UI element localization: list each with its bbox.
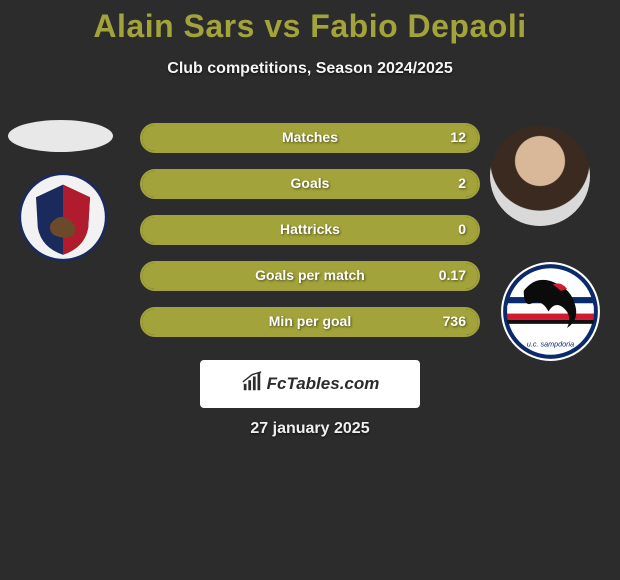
comparison-card: Alain Sars vs Fabio Depaoli Club competi… — [0, 0, 620, 580]
player-left-avatar — [8, 120, 113, 152]
badge-icon: u.c. sampdoria — [499, 260, 602, 363]
shield-icon — [18, 172, 108, 262]
page-title: Alain Sars vs Fabio Depaoli — [0, 8, 620, 45]
stat-value: 12 — [450, 129, 466, 145]
stat-label: Goals per match — [255, 267, 365, 283]
stat-label: Hattricks — [280, 221, 340, 237]
stat-value: 2 — [458, 175, 466, 191]
svg-text:u.c. sampdoria: u.c. sampdoria — [527, 340, 574, 349]
stat-row: Goals per match 0.17 — [140, 261, 480, 291]
stat-label: Matches — [282, 129, 338, 145]
stat-row: Matches 12 — [140, 123, 480, 153]
club-badge-right: u.c. sampdoria — [499, 260, 602, 363]
stat-value: 0 — [458, 221, 466, 237]
source-logo: FcTables.com — [200, 360, 420, 408]
stat-value: 736 — [443, 313, 466, 329]
club-badge-left — [18, 172, 108, 262]
stat-row: Goals 2 — [140, 169, 480, 199]
stat-row: Min per goal 736 — [140, 307, 480, 337]
player-right-avatar — [490, 126, 590, 226]
page-subtitle: Club competitions, Season 2024/2025 — [0, 60, 620, 78]
logo-text: FcTables.com — [267, 374, 380, 394]
date-label: 27 january 2025 — [0, 420, 620, 438]
stat-value: 0.17 — [439, 267, 466, 283]
stat-label: Min per goal — [269, 313, 351, 329]
chart-icon — [241, 371, 263, 398]
stat-row: Hattricks 0 — [140, 215, 480, 245]
stat-label: Goals — [291, 175, 330, 191]
